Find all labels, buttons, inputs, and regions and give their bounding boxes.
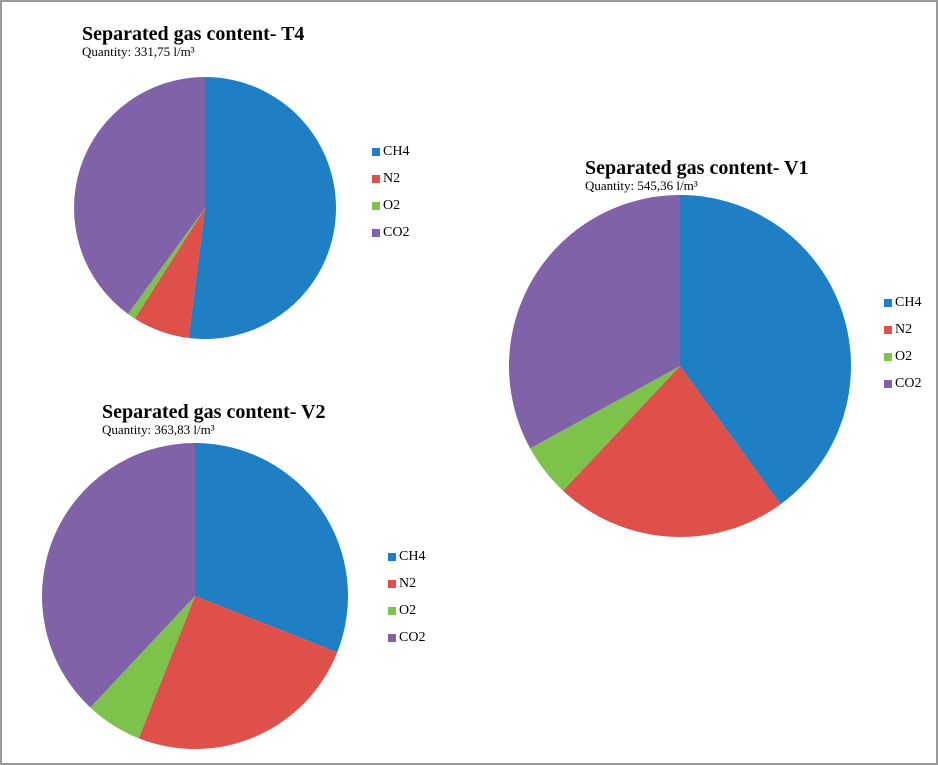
- pie-slice: [128, 208, 205, 319]
- legend-label: O2: [383, 198, 400, 213]
- legend-swatch: [388, 634, 396, 642]
- legend-swatch: [388, 553, 396, 561]
- legend-swatch: [884, 353, 892, 361]
- pie-slice: [41, 443, 195, 708]
- chart-subtitle: Quantity: 545,36 l/m³: [585, 178, 698, 193]
- legend-swatch: [372, 148, 380, 156]
- pie-slice: [188, 77, 336, 339]
- pie-slice: [73, 77, 205, 314]
- legend-label: CO2: [383, 225, 409, 240]
- pie-slice: [562, 366, 781, 537]
- pie-slice: [680, 195, 852, 505]
- chart-title: Separated gas content- T4: [82, 23, 304, 45]
- pie-slice: [508, 195, 680, 449]
- legend-swatch: [372, 229, 380, 237]
- pie-slice: [530, 366, 680, 491]
- legend-swatch: [388, 580, 396, 588]
- legend-label: CH4: [895, 295, 921, 310]
- legend-label: CO2: [895, 376, 921, 391]
- legend-swatch: [884, 326, 892, 334]
- legend-label: CH4: [383, 144, 409, 159]
- pie-slice: [134, 208, 205, 338]
- legend-swatch: [388, 607, 396, 615]
- legend-label: N2: [895, 322, 912, 337]
- legend-swatch: [884, 380, 892, 388]
- legend-swatch: [884, 299, 892, 307]
- pie-slice: [195, 443, 349, 653]
- chart-title: Separated gas content- V1: [585, 157, 809, 179]
- legend-label: N2: [383, 171, 400, 186]
- legend-label: O2: [399, 603, 416, 618]
- legend-swatch: [372, 202, 380, 210]
- chart-title: Separated gas content- V2: [102, 401, 326, 423]
- pie-slice: [138, 596, 338, 749]
- legend-label: CH4: [399, 549, 425, 564]
- legend-swatch: [372, 175, 380, 183]
- pie-slice: [90, 596, 195, 739]
- chart-subtitle: Quantity: 363,83 l/m³: [102, 422, 215, 437]
- legend-label: CO2: [399, 630, 425, 645]
- legend-label: O2: [895, 349, 912, 364]
- legend-label: N2: [399, 576, 416, 591]
- chart-subtitle: Quantity: 331,75 l/m³: [82, 44, 195, 59]
